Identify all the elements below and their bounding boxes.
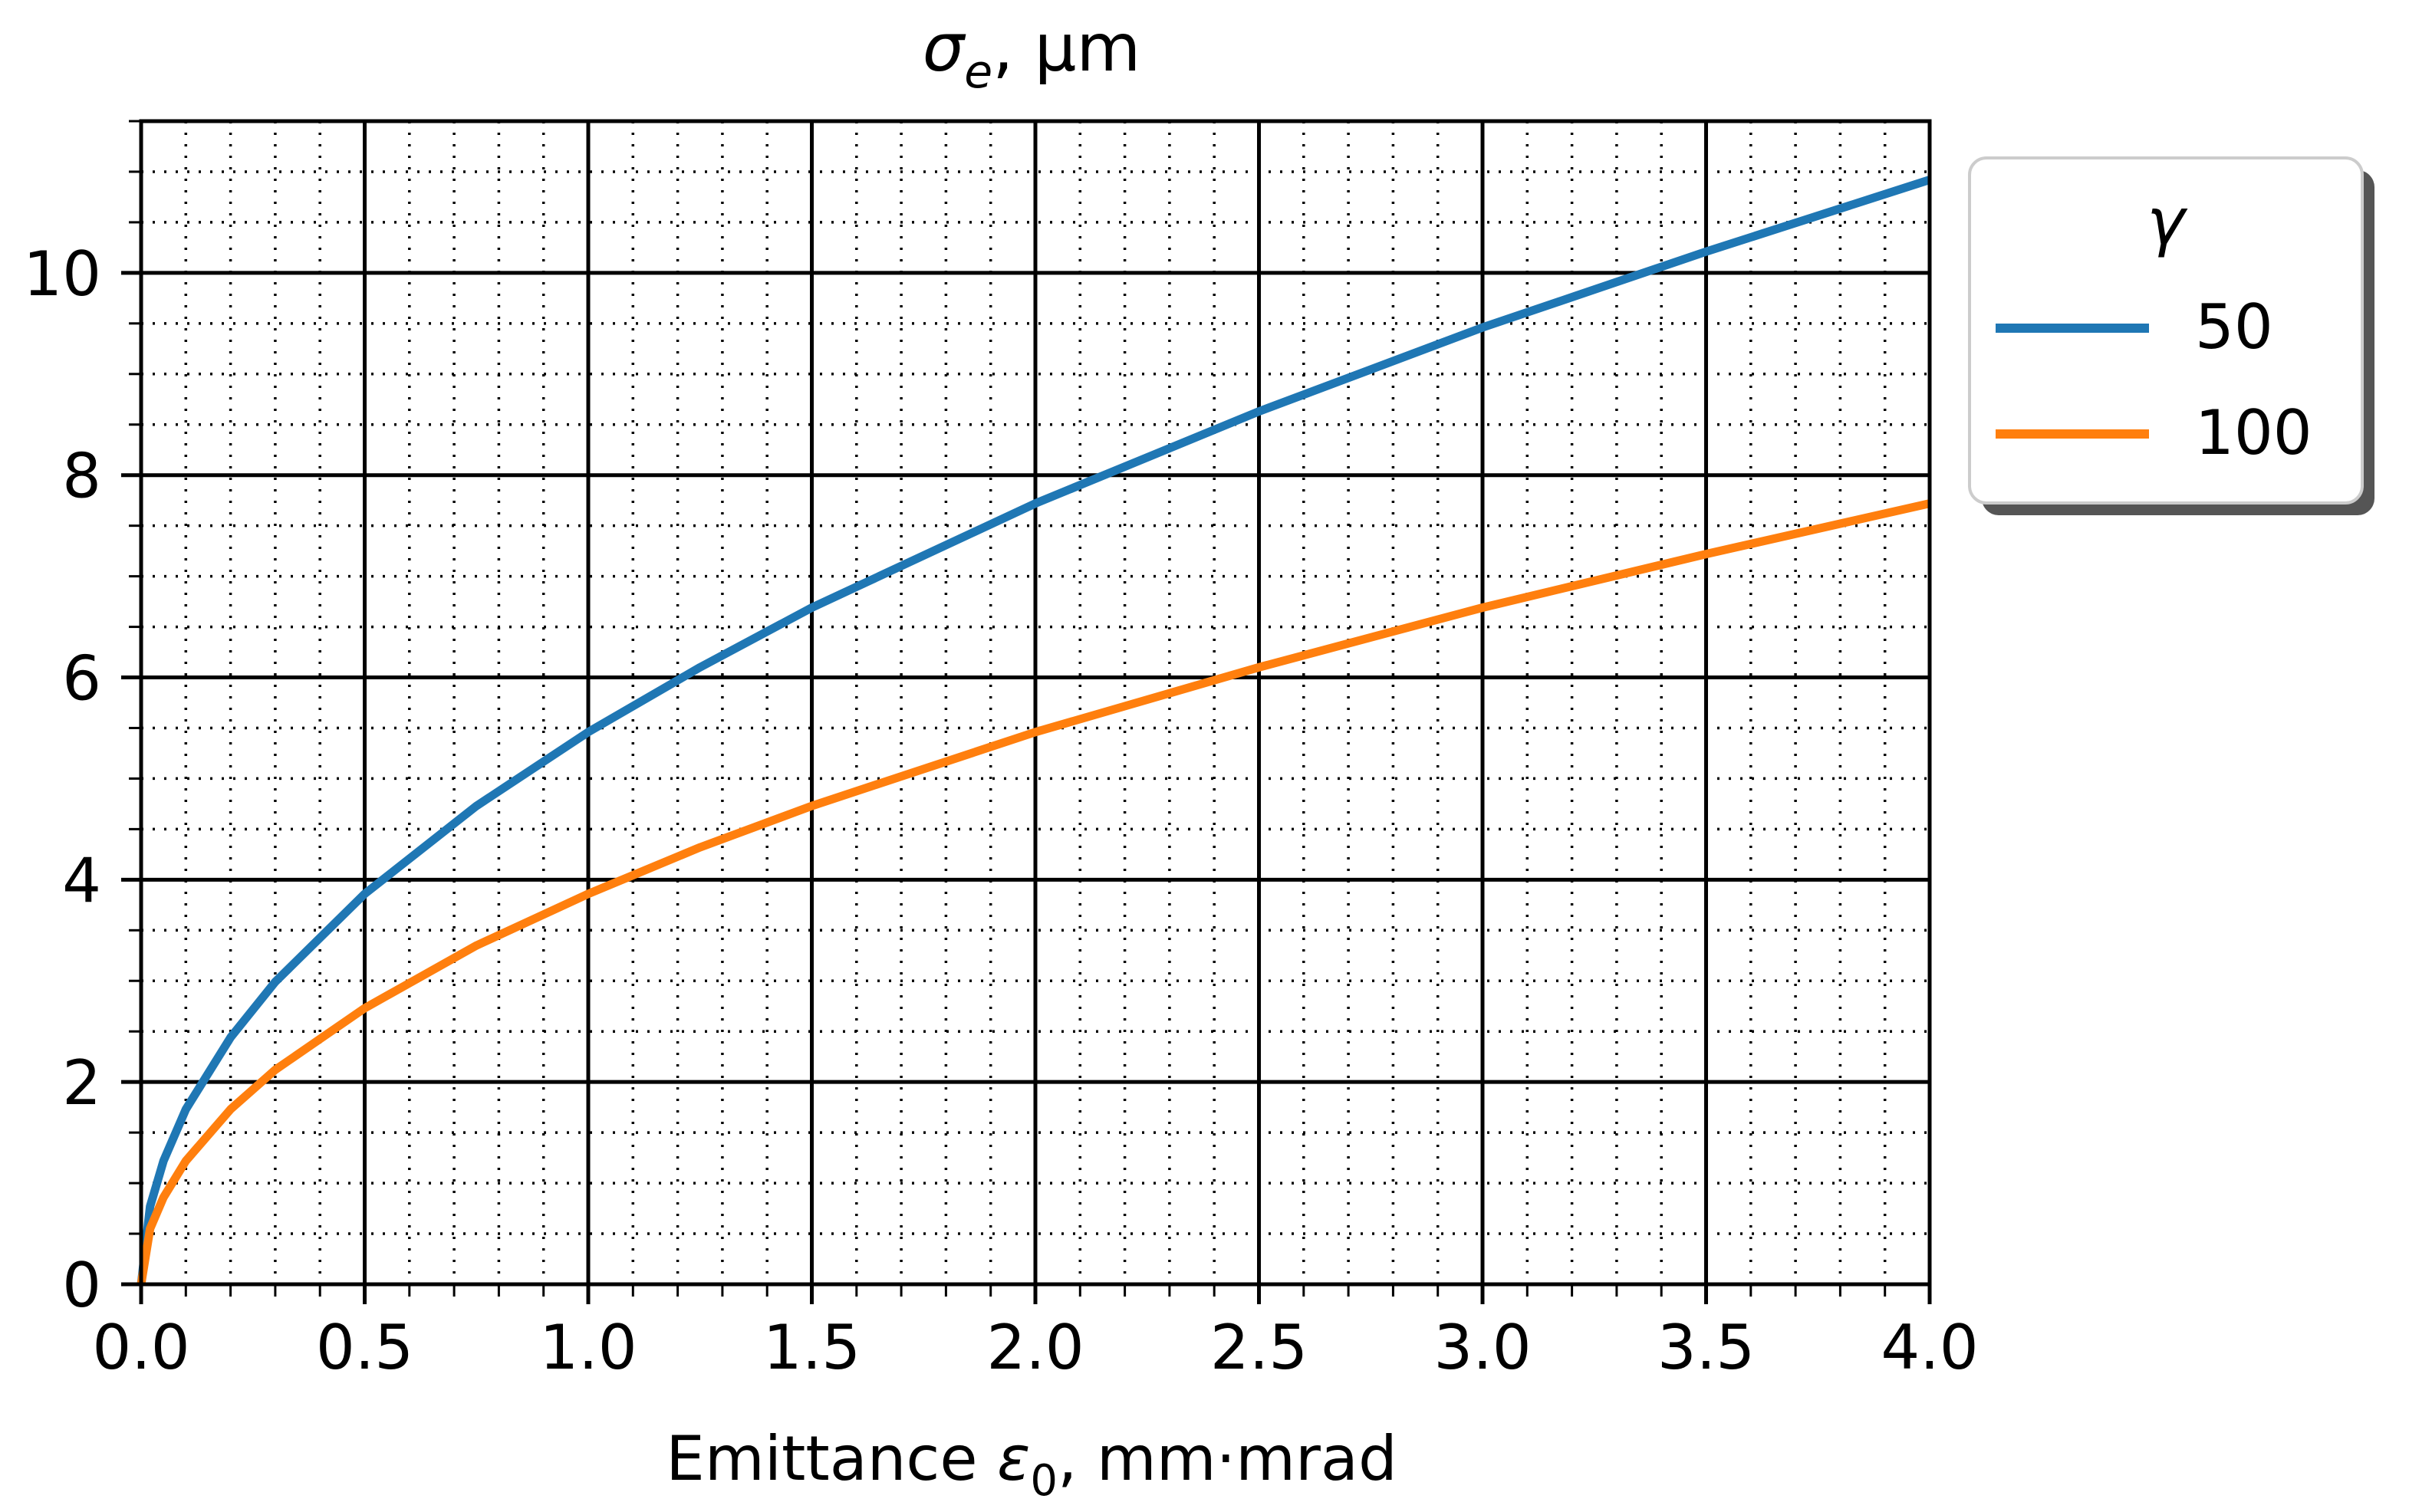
series-line-50: [137, 176, 1931, 1285]
title-rest: , μm: [992, 10, 1140, 87]
x-tick-label: 4.0: [1881, 1312, 1978, 1383]
legend-label-series-100: 100: [2195, 397, 2312, 468]
y-tick-label: 2: [62, 1047, 101, 1119]
x-tick-label: 3.5: [1657, 1312, 1755, 1383]
x-tick-label: 1.5: [763, 1312, 861, 1383]
title-symbol: σ: [923, 10, 966, 87]
y-tick-label: 0: [62, 1250, 101, 1321]
legend: γ 50 100: [1968, 156, 2374, 515]
x-tick-label: 0.0: [92, 1312, 189, 1383]
major-grid: [139, 121, 1932, 1287]
x-tick-label: 2.0: [986, 1312, 1084, 1383]
x-tick-label: 0.5: [316, 1312, 413, 1383]
y-tick-label: 6: [62, 643, 101, 715]
title-subscript: e: [964, 45, 992, 99]
axis-ticks: [121, 120, 1932, 1304]
x-tick-label: 2.5: [1210, 1312, 1308, 1383]
chart-title: σe, μm: [923, 10, 1141, 99]
x-tick-label: 1.0: [539, 1312, 637, 1383]
x-tick-label: 3.0: [1433, 1312, 1531, 1383]
legend-label-series-50: 50: [2195, 291, 2273, 363]
x-axis-label: Emittance ε0, mm·mrad: [666, 1423, 1397, 1506]
x-label-symbol: ε: [997, 1423, 1030, 1494]
y-tick-label: 4: [62, 845, 101, 916]
y-tick-label: 10: [23, 238, 101, 310]
legend-title: γ: [2147, 184, 2188, 259]
y-tick-label: 8: [62, 441, 101, 512]
x-label-subscript: 0: [1030, 1456, 1058, 1506]
x-label-text: Emittance: [666, 1423, 997, 1494]
series-layer: [137, 176, 1931, 1285]
axis-tick-labels: 0.0 0.5 1.0 1.5 2.0 2.5 3.0 3.5 4.0 0 2 4 6 8 10: [23, 238, 1978, 1383]
legend-box: [1968, 156, 2364, 505]
series-line-100: [137, 499, 1931, 1285]
x-label-units: , mm·mrad: [1058, 1423, 1397, 1494]
